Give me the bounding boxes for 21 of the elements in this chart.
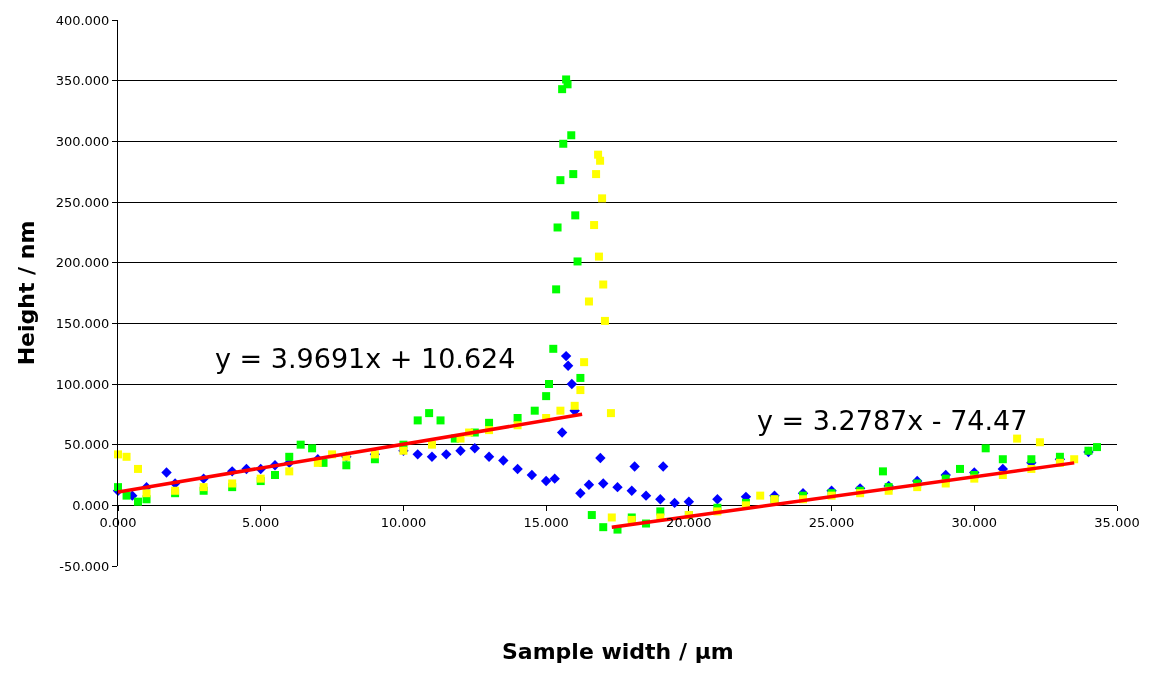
x-tick-label: 15.000 xyxy=(523,514,569,530)
x-axis-title: Sample width / µm xyxy=(502,639,734,664)
x-tick-label: 25.000 xyxy=(808,514,855,530)
annotation: y = 3.9691x + 10.624 xyxy=(215,343,516,374)
y-axis-title: Height / nm xyxy=(14,220,40,366)
y-tick-label: 50.000 xyxy=(63,437,110,453)
y-tick-label: 150.000 xyxy=(55,315,110,331)
y-tick-label: 300.000 xyxy=(55,133,110,149)
annotation: y = 3.2787x - 74.47 xyxy=(757,405,1028,436)
x-tick-label: 10.000 xyxy=(380,514,427,530)
y-tick-label: 250.000 xyxy=(55,194,110,210)
x-tick-label: 5.000 xyxy=(242,514,280,530)
y-tick-label: 400.000 xyxy=(55,12,110,28)
x-tick-label: 35.000 xyxy=(1094,514,1140,530)
y-tick-label: 100.000 xyxy=(55,376,110,392)
y-tick-label: 0.000 xyxy=(72,497,110,513)
y-tick-label: 200.000 xyxy=(55,255,110,271)
x-tick-label: 30.000 xyxy=(951,514,998,530)
x-tick-label: 20.000 xyxy=(666,514,712,530)
y-tick-label: 350.000 xyxy=(55,73,110,89)
y-tick-label: -50.000 xyxy=(59,558,110,574)
